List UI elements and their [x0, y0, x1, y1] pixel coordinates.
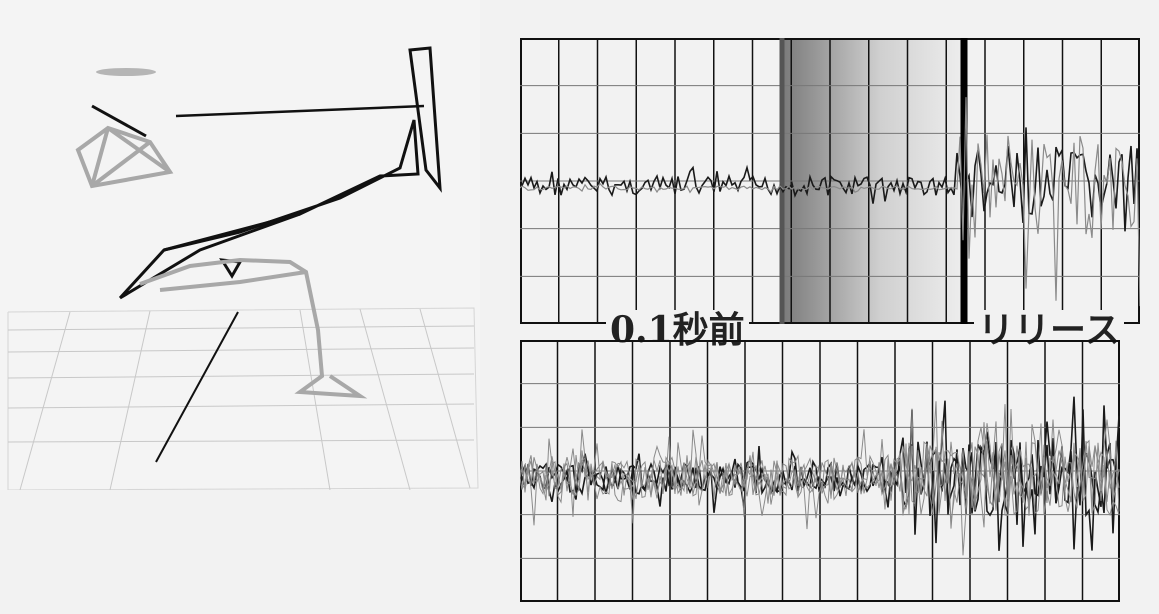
label-release: リリース [974, 310, 1125, 350]
signal-chart-top-svg [520, 38, 1140, 324]
floor-grid [7, 307, 479, 490]
signal-chart-top [520, 38, 1140, 324]
shoulder-line [91, 104, 147, 138]
signal-chart-bottom [520, 340, 1120, 602]
signal-trace-dark [520, 127, 1140, 232]
signal-trace-overlay [520, 409, 1120, 551]
board-shape [408, 46, 442, 193]
signal-trace-gray [520, 97, 1140, 307]
leg-shape [139, 257, 368, 399]
stick-figure-svg [7, 46, 479, 490]
floor-axis-line [155, 311, 239, 463]
torso-shape [118, 119, 420, 300]
signal-trace-overlay [520, 401, 1120, 556]
signal-chart-bottom-svg [520, 340, 1120, 602]
arm-line [175, 104, 425, 118]
stick-figure-view [0, 0, 480, 490]
signal-trace-overlay [520, 408, 1120, 530]
floating-limb [96, 68, 156, 76]
head-shape [75, 125, 174, 189]
